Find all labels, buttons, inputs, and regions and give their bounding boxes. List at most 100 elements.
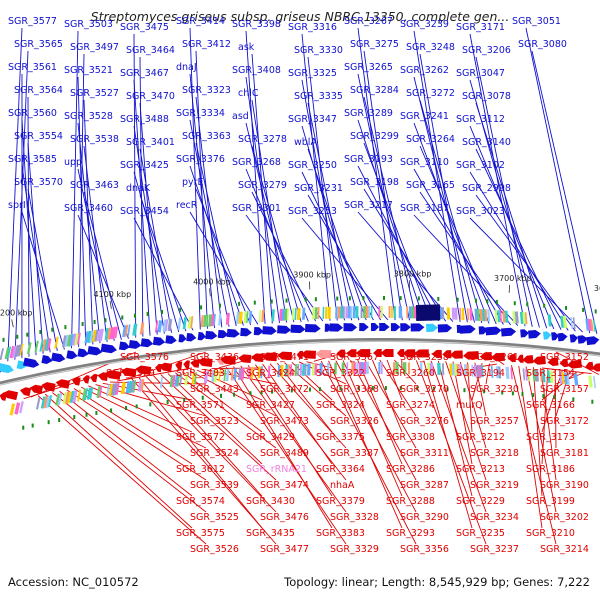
lower-connector <box>335 360 417 513</box>
lower-connector <box>44 393 193 529</box>
reverse-gene-arrow <box>591 362 600 372</box>
lower-connector <box>131 378 277 545</box>
marker-dot <box>382 296 385 301</box>
lower-gene-label: murQ <box>456 400 483 411</box>
upper-gene-label: SGR_3554 <box>14 131 63 142</box>
upper-gene-label: SGR_3316 <box>288 22 337 33</box>
lower-gene-label: SGR_3230 <box>470 384 519 395</box>
annotation-bar <box>139 322 145 335</box>
annotation-bar <box>55 393 61 406</box>
marker-dot <box>220 393 223 398</box>
annotation-bar <box>484 309 488 322</box>
upper-connector <box>195 96 223 328</box>
forward-gene-arrow <box>586 336 600 346</box>
lower-gene-label: SGR_3427 <box>246 400 295 411</box>
annotation-bar <box>368 305 371 319</box>
annotation-bar <box>588 375 593 388</box>
forward-gene-arrow <box>478 326 488 335</box>
reverse-gene-arrow <box>250 353 264 362</box>
forward-gene-arrow <box>485 326 502 336</box>
lower-connector <box>167 373 263 465</box>
lower-connector <box>73 388 193 465</box>
upper-gene-label: upp <box>64 157 82 168</box>
annotation-bar <box>573 373 579 386</box>
forward-gene-arrow <box>197 332 206 341</box>
lower-connector <box>540 367 557 481</box>
lower-connector <box>445 361 487 481</box>
upper-connector <box>195 188 252 326</box>
forward-gene-arrow <box>500 327 517 337</box>
annotation-bar <box>109 327 115 340</box>
upper-gene-label: SGR_3275 <box>350 39 399 50</box>
forward-gene-arrow <box>370 322 380 331</box>
forward-gene-arrow <box>140 338 154 348</box>
upper-connector <box>363 188 447 322</box>
upper-gene-label: SGR_3253 <box>288 206 337 217</box>
lower-gene-label: SGR_3218 <box>470 448 519 459</box>
marker-dot <box>271 389 274 394</box>
upper-gene-label: SGR_3401 <box>126 137 175 148</box>
marker-dot <box>521 392 524 397</box>
lower-gene-label: SGR_3157 <box>540 384 589 395</box>
annotation-bar <box>291 308 295 321</box>
upper-connector <box>419 99 483 324</box>
annotation-bar <box>388 305 391 319</box>
upper-connector <box>251 145 302 322</box>
upper-gene-label: SGR_3528 <box>64 111 113 122</box>
annotation-bar <box>127 324 131 337</box>
annotation-bar <box>115 382 120 395</box>
lower-gene-label: SGR_3293 <box>386 528 435 539</box>
annotation-bar <box>7 346 12 359</box>
upper-connector <box>83 145 108 343</box>
upper-connector-lines <box>7 27 598 362</box>
upper-connector <box>77 76 87 346</box>
reverse-gene-arrow <box>175 361 183 370</box>
lower-gene-label: SGR_3329 <box>330 544 379 555</box>
lower-gene-label: SGR_3311 <box>400 448 449 459</box>
annotation-bar <box>286 308 290 321</box>
lower-connector <box>510 365 557 545</box>
annotation-bar <box>370 305 373 319</box>
upper-connector <box>189 27 201 330</box>
annotation-bar <box>296 307 301 320</box>
lower-connector <box>485 363 490 385</box>
reverse-gene-arrow <box>315 349 332 359</box>
annotation-bar <box>287 364 290 377</box>
lower-gene-label: SGR_3219 <box>470 480 519 491</box>
annotation-bar <box>182 317 187 330</box>
annotation-bar <box>429 362 434 375</box>
upper-connector <box>301 79 345 321</box>
lower-gene-label: SGR_3261 <box>470 352 519 363</box>
reverse-gene-arrow <box>183 360 190 369</box>
upper-connector <box>133 217 194 331</box>
annotation-bar <box>171 374 176 387</box>
annotation-bar <box>478 365 482 378</box>
annotation-bar <box>202 314 207 328</box>
annotation-bar <box>319 363 323 376</box>
upper-connector <box>357 119 425 321</box>
marker-dot <box>58 418 61 423</box>
marker-dot <box>85 412 88 417</box>
upper-gene-label: SGR_3051 <box>512 16 561 27</box>
backbone-line <box>0 338 600 386</box>
upper-gene-label: SGR_3347 <box>288 114 337 125</box>
marker-dot <box>2 337 5 342</box>
upper-gene-label: SGR_3165 <box>406 180 455 191</box>
annotation-bar <box>411 306 415 319</box>
forward-gene-arrow <box>41 355 53 364</box>
upper-gene-label: SGR_3193 <box>344 154 393 165</box>
lower-gene-label: SGR_3214 <box>540 544 589 555</box>
upper-connector <box>245 30 266 324</box>
marker-dot <box>432 386 435 391</box>
annotation-bar <box>279 364 284 377</box>
lower-gene-label: SGR_3379 <box>316 496 365 507</box>
annotation-bar <box>223 369 227 382</box>
marker-dot <box>362 296 365 301</box>
annotation-bar <box>355 306 359 319</box>
annotation-bar <box>191 372 196 385</box>
lower-gene-label: SGR_3524 <box>190 448 239 459</box>
kbp-axis: 3600 kbp 3700 kbp 3800 kbp 3900 kbp 4000 kbp… <box>0 269 600 328</box>
annotation-bar <box>402 362 407 375</box>
lower-gene-label: SGR_3435 <box>246 528 295 539</box>
reverse-gene-arrow <box>547 357 559 367</box>
